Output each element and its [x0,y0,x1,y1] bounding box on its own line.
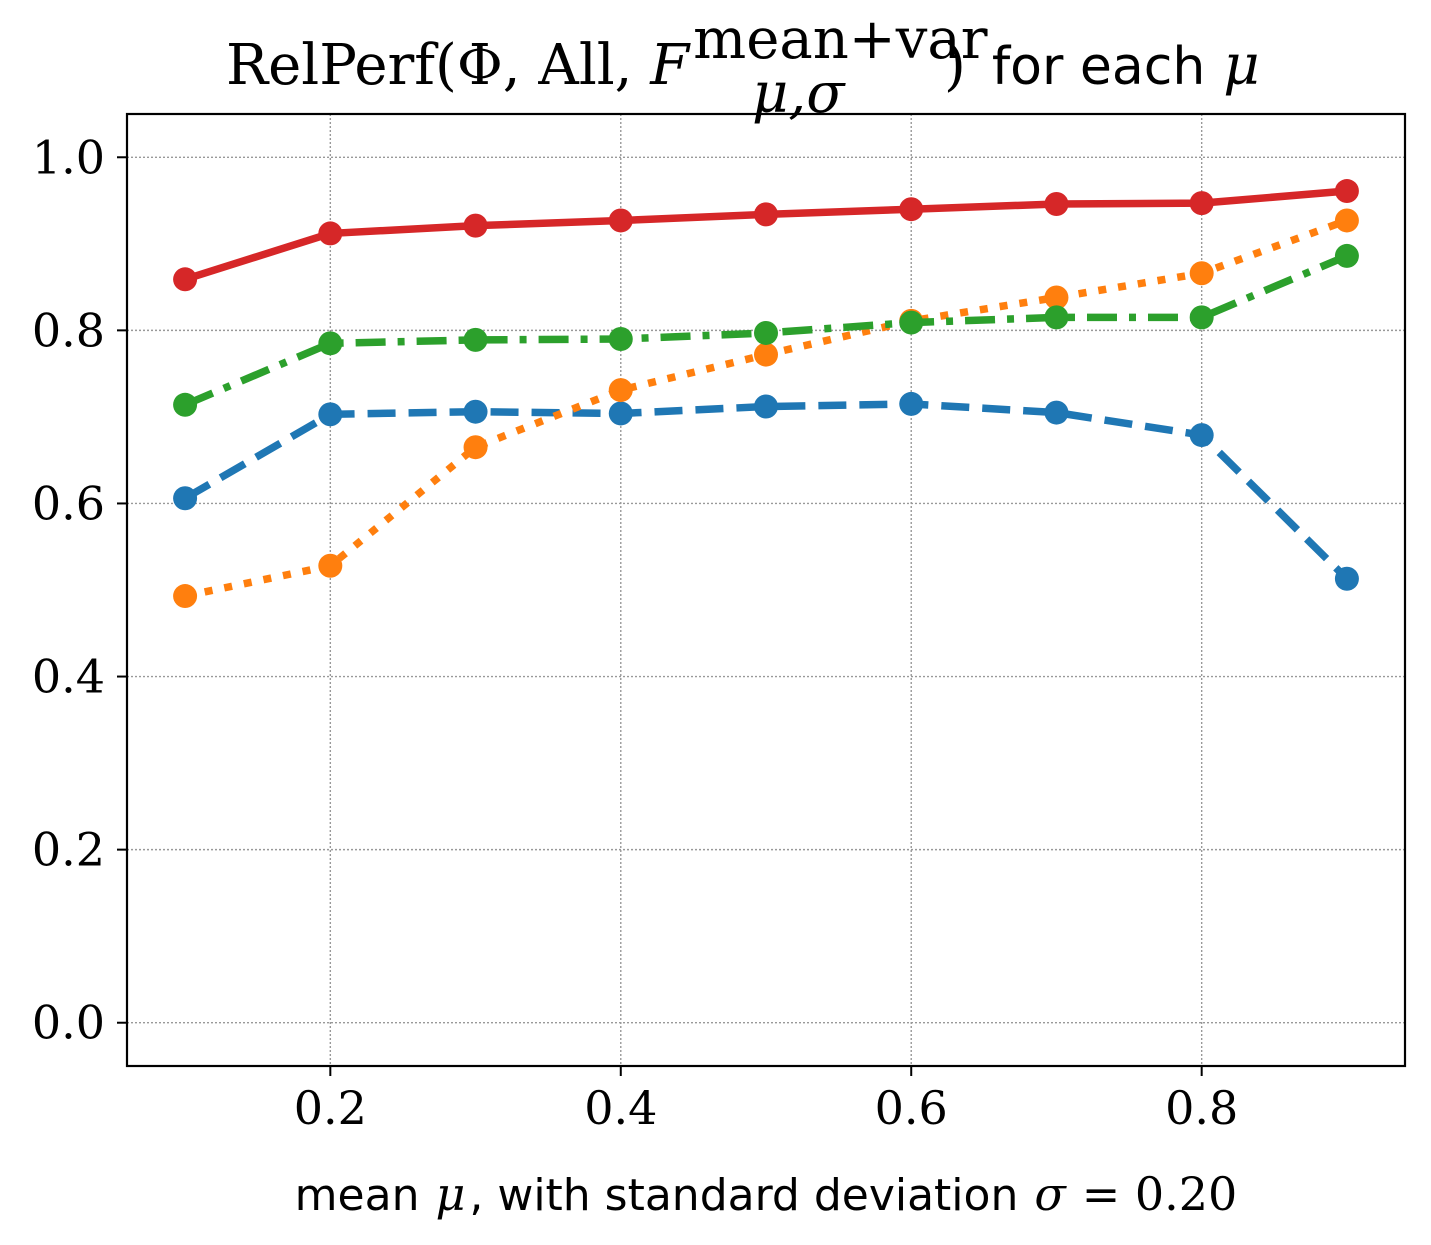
data-point [318,402,343,427]
svg-text:) for each μ: ) for each μ [944,33,1260,98]
title-close: ) [944,33,966,98]
data-point [754,320,778,345]
series-line [183,400,1350,582]
data-point [173,267,198,292]
data-point [173,584,198,609]
series-green-dashdot [173,243,1359,417]
data-point [463,435,488,460]
xlabel-prefix: mean [295,1170,420,1221]
data-point [754,394,778,419]
y-tick-label: 1.0 [32,130,105,184]
x-axis-label: mean μ , with standard deviation σ = 0.2… [295,1167,1238,1221]
data-point [1189,305,1214,330]
data-point [754,342,778,367]
data-point [463,213,488,238]
data-point [1044,192,1069,217]
xlabel-sigma: σ [1034,1167,1067,1221]
y-tick-label: 0.8 [32,303,105,357]
data-point [1044,400,1069,425]
data-point [608,401,633,426]
series-blue-dashed [173,391,1359,591]
data-point [608,208,633,233]
xlabel-equals: = 0.20 [1082,1167,1238,1221]
y-tick-label: 0.0 [32,996,105,1050]
data-point [463,327,488,352]
x-tick-label: 0.2 [294,1081,367,1135]
data-point [608,378,633,403]
data-point [1189,423,1214,448]
y-axis-ticks: 0.0 0.2 0.4 0.6 0.8 1.0 [32,130,127,1050]
x-tick-label: 0.4 [584,1081,657,1135]
data-point [1334,566,1359,591]
svg-text:RelPerf(Φ, All, F: RelPerf(Φ, All, F mean+var [226,7,988,98]
y-tick-label: 0.2 [32,823,105,877]
series-orange-dotted [173,208,1359,609]
data-point [1189,261,1214,286]
x-tick-label: 0.8 [1165,1081,1238,1135]
data-point [1334,179,1359,204]
title-symbol: F [649,33,691,98]
title-mu: μ [1223,33,1259,98]
chart-title: RelPerf(Φ, All, F mean+var μ,σ ) for eac… [226,7,1260,126]
data-point [754,202,778,227]
xlabel-middle: , with standard deviation [469,1170,1018,1221]
x-tick-label: 0.6 [875,1081,948,1135]
data-point [899,391,924,416]
data-point [463,399,488,424]
data-point [899,197,924,222]
series-red-solid [173,179,1359,292]
data-point [899,310,924,335]
data-point [318,331,343,356]
title-superscript: mean+var [693,7,988,72]
data-point [173,392,198,417]
series-layer [173,179,1359,609]
data-point [173,486,198,511]
data-point [318,553,343,578]
data-point [1044,285,1069,310]
y-tick-label: 0.6 [32,476,105,530]
data-point [318,221,343,246]
plot-frame [125,112,1407,1068]
x-axis-ticks: 0.2 0.4 0.6 0.8 [294,1066,1238,1135]
title-main: RelPerf(Φ, All, [226,33,650,98]
data-point [1334,208,1359,233]
title-subscript: μ,σ [752,61,846,126]
data-point [1334,243,1359,268]
title-suffix: for each [992,37,1205,97]
grid-lines [127,114,1405,1066]
data-point [1044,305,1069,330]
xlabel-mu: μ [435,1167,465,1221]
data-point [608,327,633,352]
data-point [1189,191,1214,216]
y-tick-label: 0.4 [32,650,105,704]
